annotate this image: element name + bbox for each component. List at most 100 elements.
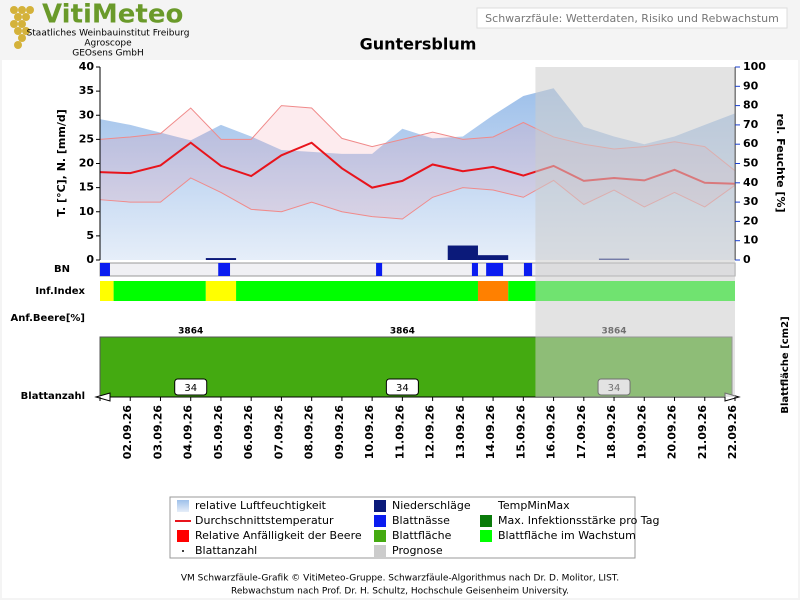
y2-tick-label: 0	[743, 253, 751, 266]
x-tick-label: 05.09.26	[212, 405, 225, 460]
y2-tick-label: 20	[743, 214, 759, 227]
inf-segment	[236, 281, 478, 301]
legend-label: Blattanzahl	[195, 544, 257, 557]
org: Staatliches Weinbauinstitut Freiburg	[27, 29, 190, 39]
x-tick-label: 02.09.26	[121, 405, 134, 460]
y-tick-label: 15	[79, 181, 94, 194]
y-tick-label: 30	[79, 108, 95, 121]
org: Agroscope	[84, 39, 132, 49]
y2-tick-label: 70	[743, 118, 759, 131]
precip-bar	[447, 245, 478, 260]
legend-swatch	[374, 515, 386, 527]
chart-title: Guntersblum	[360, 35, 477, 54]
legend-label: Durchschnittstemperatur	[195, 514, 334, 527]
grape-icon	[10, 6, 34, 49]
bn-segment	[100, 263, 110, 276]
leaf-count-label: 34	[184, 383, 197, 394]
x-tick-label: 18.09.26	[605, 405, 618, 460]
y2-tick-label: 30	[743, 195, 759, 208]
inf-segment	[100, 281, 114, 301]
y-tick-label: 0	[86, 253, 94, 266]
legend-label: Blattnässe	[392, 514, 450, 527]
footer: VM Schwarzfäule-Grafik © VitiMeteo-Grupp…	[181, 574, 619, 584]
legend-label: Niederschläge	[392, 499, 471, 512]
row-label: Anf.Beere[%]	[10, 313, 85, 324]
legend-swatch	[480, 530, 492, 542]
leaf-count-label: 34	[396, 383, 409, 394]
x-tick-label: 10.09.26	[363, 405, 376, 460]
x-tick-label: 17.09.26	[575, 405, 588, 460]
x-tick-label: 03.09.26	[151, 405, 164, 460]
y2-tick-label: 10	[743, 234, 759, 247]
y2-tick-label: 100	[743, 60, 766, 73]
legend-swatch	[480, 515, 492, 527]
x-tick-label: 20.09.26	[666, 405, 679, 460]
leaf-area-label: 3864	[390, 327, 415, 337]
legend-label: Prognose	[392, 544, 443, 557]
legend-swatch	[374, 530, 386, 542]
org: GEOsens GmbH	[72, 49, 143, 59]
inf-segment	[113, 281, 206, 301]
x-tick-label: 16.09.26	[545, 405, 558, 460]
x-tick-label: 15.09.26	[514, 405, 527, 460]
x-tick-label: 22.09.26	[726, 405, 739, 460]
arrow	[94, 392, 111, 402]
legend-label: Blattfläche im Wachstum	[498, 529, 636, 542]
x-tick-label: 11.09.26	[393, 405, 406, 460]
y2-tick-label: 60	[743, 137, 759, 150]
x-tick-label: 19.09.26	[635, 405, 648, 460]
legend-box	[169, 496, 636, 559]
y-tick-label: 20	[79, 157, 95, 170]
y-tick-label: 35	[79, 84, 94, 97]
inf-segment	[477, 281, 509, 301]
leaf-area-label: 3864	[178, 327, 203, 337]
legend-swatch	[177, 530, 189, 542]
x-tick-label: 04.09.26	[182, 405, 195, 460]
x-tick-label: 13.09.26	[454, 405, 467, 460]
leaf-count-box	[385, 378, 419, 396]
logo: VitiMeteo	[42, 0, 183, 30]
x-tick-label: 21.09.26	[696, 405, 709, 460]
bn-segment	[523, 263, 533, 276]
y-tick-label: 10	[79, 205, 95, 218]
y-tick-label: 25	[79, 132, 94, 145]
y2-axis-label: rel. Feuchte [%]	[774, 114, 787, 213]
leaf-count-box	[174, 378, 208, 396]
y-tick-label: 5	[86, 229, 94, 242]
bn-segment	[376, 263, 383, 276]
banner: Schwarzfäule: Wetterdaten, Risiko und Re…	[485, 12, 779, 25]
row-label: BN	[54, 264, 70, 275]
y2-tick-label: 80	[743, 99, 759, 112]
bn-segment	[471, 263, 478, 276]
banner-box	[476, 7, 788, 29]
x-tick-label: 06.09.26	[242, 405, 255, 460]
precip-bar	[477, 255, 509, 260]
bn-segment	[486, 263, 504, 276]
precip-bar	[205, 258, 237, 260]
legend-label: Relative Anfälligkeit der Beere	[195, 529, 362, 542]
x-tick-label: 14.09.26	[484, 405, 497, 460]
leaf-area-label: Blattfläche [cm2]	[780, 316, 791, 413]
footer: Rebwachstum nach Prof. Dr. H. Schultz, H…	[231, 587, 569, 597]
legend-swatch	[374, 500, 386, 512]
row-label: Blattanzahl	[21, 391, 85, 402]
legend-swatch	[182, 550, 184, 552]
legend-label: Blattfläche	[392, 529, 452, 542]
legend-label: relative Luftfeuchtigkeit	[195, 499, 327, 512]
y2-tick-label: 90	[743, 79, 759, 92]
x-tick-label: 12.09.26	[424, 405, 437, 460]
row-label: Inf.Index	[35, 286, 85, 297]
prognose-area	[535, 67, 735, 397]
y-axis-label: T. [°C], N. [mm/d]	[55, 109, 68, 217]
bn-segment	[218, 263, 231, 276]
y2-tick-label: 50	[743, 157, 759, 170]
x-tick-label: 08.09.26	[303, 405, 316, 460]
legend-label: Max. Infektionsstärke pro Tag	[498, 514, 659, 527]
legend-swatch	[177, 500, 189, 512]
legend-swatch	[374, 545, 386, 557]
inf-segment	[205, 281, 237, 301]
y-tick-label: 40	[79, 60, 95, 73]
y2-tick-label: 40	[743, 176, 759, 189]
x-tick-label: 09.09.26	[333, 405, 346, 460]
